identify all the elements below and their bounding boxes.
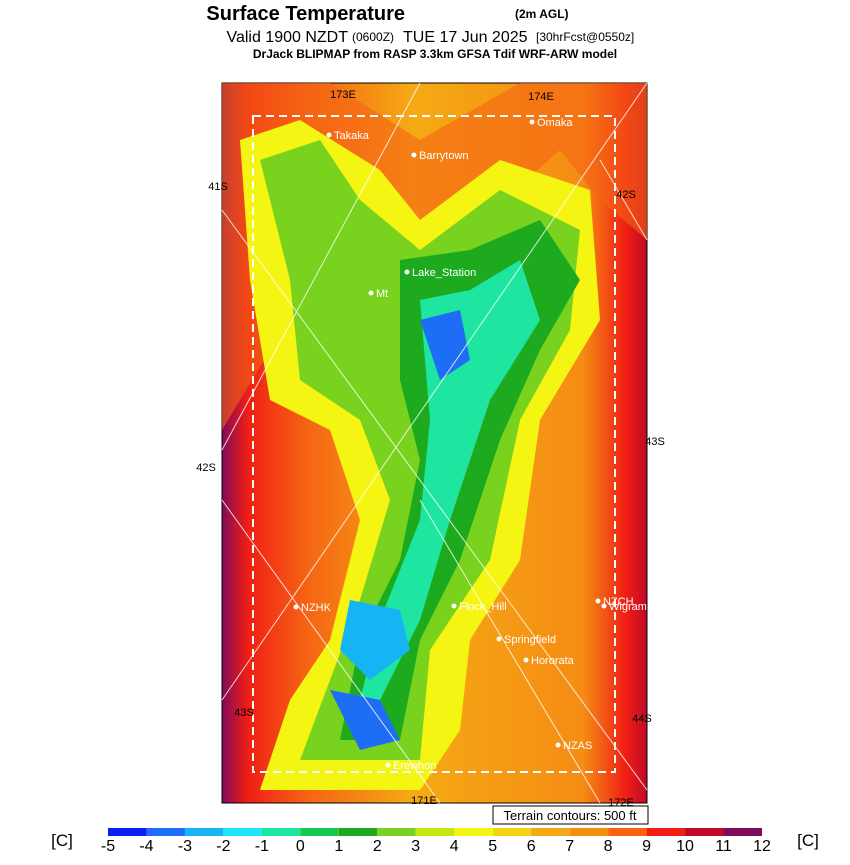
colorbar-tick-label: 6 <box>527 838 536 855</box>
grid-label: 41S <box>208 181 228 193</box>
color-bin <box>184 828 224 836</box>
colorbar-tick-label: -5 <box>101 838 115 855</box>
place-dot <box>368 290 374 296</box>
color-bin <box>146 828 185 836</box>
colorbar-tick-label: 2 <box>373 838 382 855</box>
temp-band <box>330 690 400 750</box>
temp-band <box>340 600 410 680</box>
place-dot <box>326 132 332 138</box>
place-label: Barrytown <box>419 150 469 162</box>
color-bin <box>377 828 416 836</box>
subtitle-forecast: [30hrFcst@0550z] <box>536 30 634 44</box>
colorbar-tick-label: -1 <box>255 838 269 855</box>
place-dot <box>404 269 410 275</box>
grid-label: 172E <box>608 797 634 809</box>
color-bin <box>223 828 262 836</box>
place-dot <box>411 152 417 158</box>
colorbar-tick-label: -4 <box>139 838 153 855</box>
colorbar-tick-label: 11 <box>715 838 732 855</box>
grid-label: 174E <box>528 91 554 103</box>
colorbar-tick-label: 5 <box>488 838 497 855</box>
subtitle-note: (0600Z) <box>352 30 394 44</box>
color-bin <box>569 828 609 836</box>
color-bin <box>300 828 339 836</box>
place-dot <box>595 598 601 604</box>
domain-box <box>252 115 616 773</box>
temp-band <box>420 310 470 380</box>
color-bin <box>454 828 493 836</box>
grid-label: 42S <box>196 462 216 474</box>
color-bin <box>723 828 762 836</box>
note-box <box>492 805 649 825</box>
model-line: DrJack BLIPMAP from RASP 3.3km GFSA Tdif… <box>253 47 617 61</box>
place-dot <box>529 119 535 125</box>
color-bin <box>492 828 532 836</box>
colorbar-tick-label: 10 <box>676 838 694 855</box>
colorbar-tick-label: 9 <box>642 838 651 855</box>
unit-left: [C] <box>51 831 73 850</box>
colorbar-tick-label: 8 <box>604 838 613 855</box>
grid-label: 42S <box>616 189 636 201</box>
place-label: NZAS <box>563 740 592 752</box>
grid-label: 171E <box>411 795 437 807</box>
place-dot <box>496 636 502 642</box>
grid-label: 43S <box>234 707 254 719</box>
grid-label: 44S <box>632 713 652 725</box>
place-label: Springfield <box>504 634 556 646</box>
place-dot <box>523 657 529 663</box>
place-dot <box>293 604 299 610</box>
place-label: Erewhon <box>393 760 436 772</box>
place-label: NZHK <box>301 602 332 614</box>
colorbar-tick-label: 3 <box>411 838 420 855</box>
graticule <box>221 82 648 804</box>
unit-right: [C] <box>797 831 819 850</box>
colorbar-tick-label: 1 <box>334 838 343 855</box>
place-label: NZCH <box>603 596 634 608</box>
grid-label: 173E <box>330 89 356 101</box>
place-dot <box>601 603 607 609</box>
colorbar-tick-label: -3 <box>178 838 192 855</box>
colorbar-tick-label: 0 <box>296 838 305 855</box>
place-dot <box>451 603 457 609</box>
place-label: Lake_Station <box>412 267 476 279</box>
place-dot <box>385 762 391 768</box>
colorbar-tick-label: 4 <box>450 838 459 855</box>
place-label: Omaka <box>537 117 573 129</box>
color-bin <box>531 828 570 836</box>
color-bin <box>415 828 455 836</box>
place-label: Flock_Hill <box>459 601 507 613</box>
grid-label: 43S <box>645 436 665 448</box>
colorbar-tick-label: 7 <box>565 838 574 855</box>
color-bin <box>646 828 686 836</box>
temp-band <box>360 260 540 700</box>
color-bin <box>108 828 147 836</box>
place-label: Wigram <box>609 601 647 613</box>
color-bin <box>338 828 378 836</box>
place-label: Hororata <box>531 655 575 667</box>
title-note: (2m AGL) <box>515 7 569 21</box>
place-label: Takaka <box>334 130 370 142</box>
title: Surface Temperature <box>206 3 405 25</box>
color-bin <box>685 828 724 836</box>
map <box>221 82 649 825</box>
subtitle-date: TUE 17 Jun 2025 <box>403 29 528 46</box>
subtitle: Valid 1900 NZDT <box>226 29 348 46</box>
place-label: Mt <box>376 288 388 300</box>
color-bin <box>608 828 647 836</box>
color-bin <box>261 828 301 836</box>
place-dot <box>555 742 561 748</box>
colorbar-tick-label: 12 <box>753 838 771 855</box>
colorbar-tick-label: -2 <box>216 838 230 855</box>
terrain-note: Terrain contours: 500 ft <box>504 808 637 823</box>
